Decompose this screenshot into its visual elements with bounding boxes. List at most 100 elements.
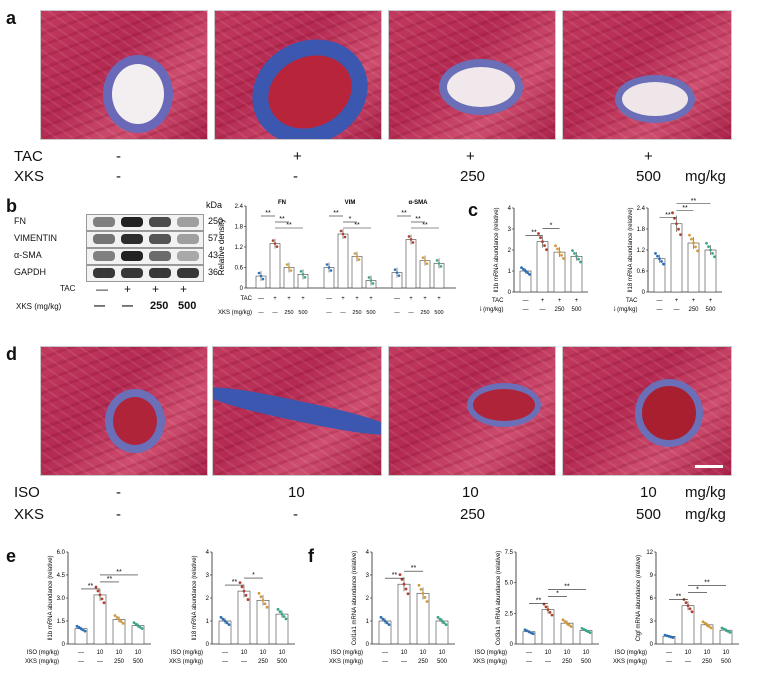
data-point bbox=[711, 251, 714, 255]
wb-xks-label: XKS (mg/kg) bbox=[16, 302, 62, 311]
xks-value: - bbox=[293, 506, 298, 523]
x-row-label: TAC bbox=[492, 298, 504, 304]
y-tick-label: 3 bbox=[650, 619, 654, 625]
x-row-sign: 250 bbox=[258, 659, 269, 665]
panel-label-b: b bbox=[6, 196, 17, 216]
data-point bbox=[531, 632, 535, 636]
data-point bbox=[121, 621, 125, 625]
y-tick-label: 2 bbox=[366, 596, 370, 602]
data-point bbox=[278, 610, 282, 614]
tac-value: + bbox=[466, 148, 475, 165]
data-point bbox=[227, 623, 231, 627]
data-point bbox=[579, 260, 582, 264]
data-point bbox=[423, 259, 427, 262]
x-row-sign: — bbox=[685, 659, 691, 665]
data-point bbox=[343, 235, 347, 239]
x-row-sign: 10 bbox=[241, 650, 248, 656]
significance-label: * bbox=[349, 216, 352, 223]
data-point bbox=[329, 269, 333, 272]
y-tick-label: 0 bbox=[366, 642, 370, 648]
significance-label: ** bbox=[88, 583, 94, 590]
data-point bbox=[134, 622, 138, 626]
data-point bbox=[675, 222, 678, 226]
x-row-sign: + bbox=[675, 298, 679, 304]
tac-row-label: TAC bbox=[14, 148, 43, 165]
panel-label-d: d bbox=[6, 344, 17, 364]
data-point bbox=[562, 257, 565, 260]
data-point bbox=[573, 252, 576, 255]
panel-label-c: c bbox=[468, 200, 479, 220]
significance-label: ** bbox=[665, 212, 671, 219]
x-row-sign: — bbox=[340, 310, 346, 316]
data-point bbox=[425, 600, 429, 603]
wb-xks-sign: 500 bbox=[178, 300, 197, 312]
x-row-label: TAC bbox=[626, 298, 638, 304]
xks-value: 500 bbox=[636, 168, 662, 185]
group-label: VIM bbox=[345, 200, 356, 206]
x-row-sign: — bbox=[526, 650, 532, 656]
x-row-sign: 10 bbox=[116, 650, 123, 656]
xks-value: 500 bbox=[636, 506, 662, 523]
data-point bbox=[692, 241, 695, 245]
data-point bbox=[705, 241, 708, 245]
y-tick-label: 9 bbox=[650, 573, 654, 579]
iso-value: - bbox=[116, 484, 121, 501]
data-point bbox=[381, 617, 385, 621]
data-point bbox=[276, 607, 280, 611]
micrograph-a-tac-xks250 bbox=[388, 10, 556, 140]
data-point bbox=[565, 621, 569, 625]
y-tick-label: 0 bbox=[206, 642, 210, 648]
x-row-label: XKS (mg/kg) bbox=[480, 307, 504, 313]
data-point bbox=[100, 597, 104, 601]
xks-value: 250 bbox=[460, 168, 486, 185]
x-row-sign: 500 bbox=[277, 659, 288, 665]
x-row-sign: — bbox=[382, 650, 388, 656]
x-row-sign: 500 bbox=[434, 310, 443, 316]
wb-xks-sign: — bbox=[94, 300, 105, 312]
data-point bbox=[238, 581, 242, 585]
data-point bbox=[545, 248, 548, 252]
y-axis-label: Ctgf mRNA abundance (relative) bbox=[636, 555, 642, 641]
data-point bbox=[119, 620, 123, 623]
wb-xks-sign: — bbox=[122, 300, 133, 312]
x-row-sign: + bbox=[541, 298, 545, 304]
data-point bbox=[546, 608, 550, 612]
x-row-sign: — bbox=[545, 659, 551, 665]
data-point bbox=[357, 258, 361, 261]
y-tick-label: 3 bbox=[508, 227, 512, 233]
x-row-sign: 250 bbox=[702, 659, 713, 665]
significance-label: ** bbox=[392, 572, 398, 579]
y-tick-label: 1 bbox=[508, 269, 512, 275]
data-point bbox=[341, 232, 345, 236]
panel-label-f: f bbox=[308, 546, 314, 566]
data-point bbox=[261, 598, 265, 602]
wb-band bbox=[93, 217, 115, 227]
data-point bbox=[285, 263, 289, 266]
wb-row-label: α-SMA bbox=[14, 250, 42, 260]
data-point bbox=[353, 252, 357, 255]
data-point bbox=[81, 628, 85, 632]
wb-blot-strip bbox=[86, 214, 204, 231]
micrograph-a-tac bbox=[214, 10, 382, 140]
y-tick-label: 7.5 bbox=[505, 550, 514, 556]
data-point bbox=[225, 621, 229, 625]
data-point bbox=[688, 607, 692, 611]
data-point bbox=[371, 282, 375, 285]
x-row-label: TAC bbox=[240, 296, 252, 302]
x-row-sign: 500 bbox=[366, 310, 375, 316]
data-point bbox=[526, 271, 529, 275]
y-tick-label: 1 bbox=[206, 619, 210, 625]
wb-band bbox=[149, 251, 171, 261]
x-row-sign: 500 bbox=[721, 659, 732, 665]
x-row-sign: 250 bbox=[284, 310, 293, 316]
wb-band bbox=[121, 234, 143, 244]
data-point bbox=[395, 271, 399, 274]
x-row-sign: — bbox=[540, 307, 546, 313]
x-row-sign: — bbox=[394, 310, 400, 316]
data-point bbox=[440, 619, 444, 623]
data-point bbox=[673, 216, 676, 220]
data-point bbox=[257, 271, 261, 275]
